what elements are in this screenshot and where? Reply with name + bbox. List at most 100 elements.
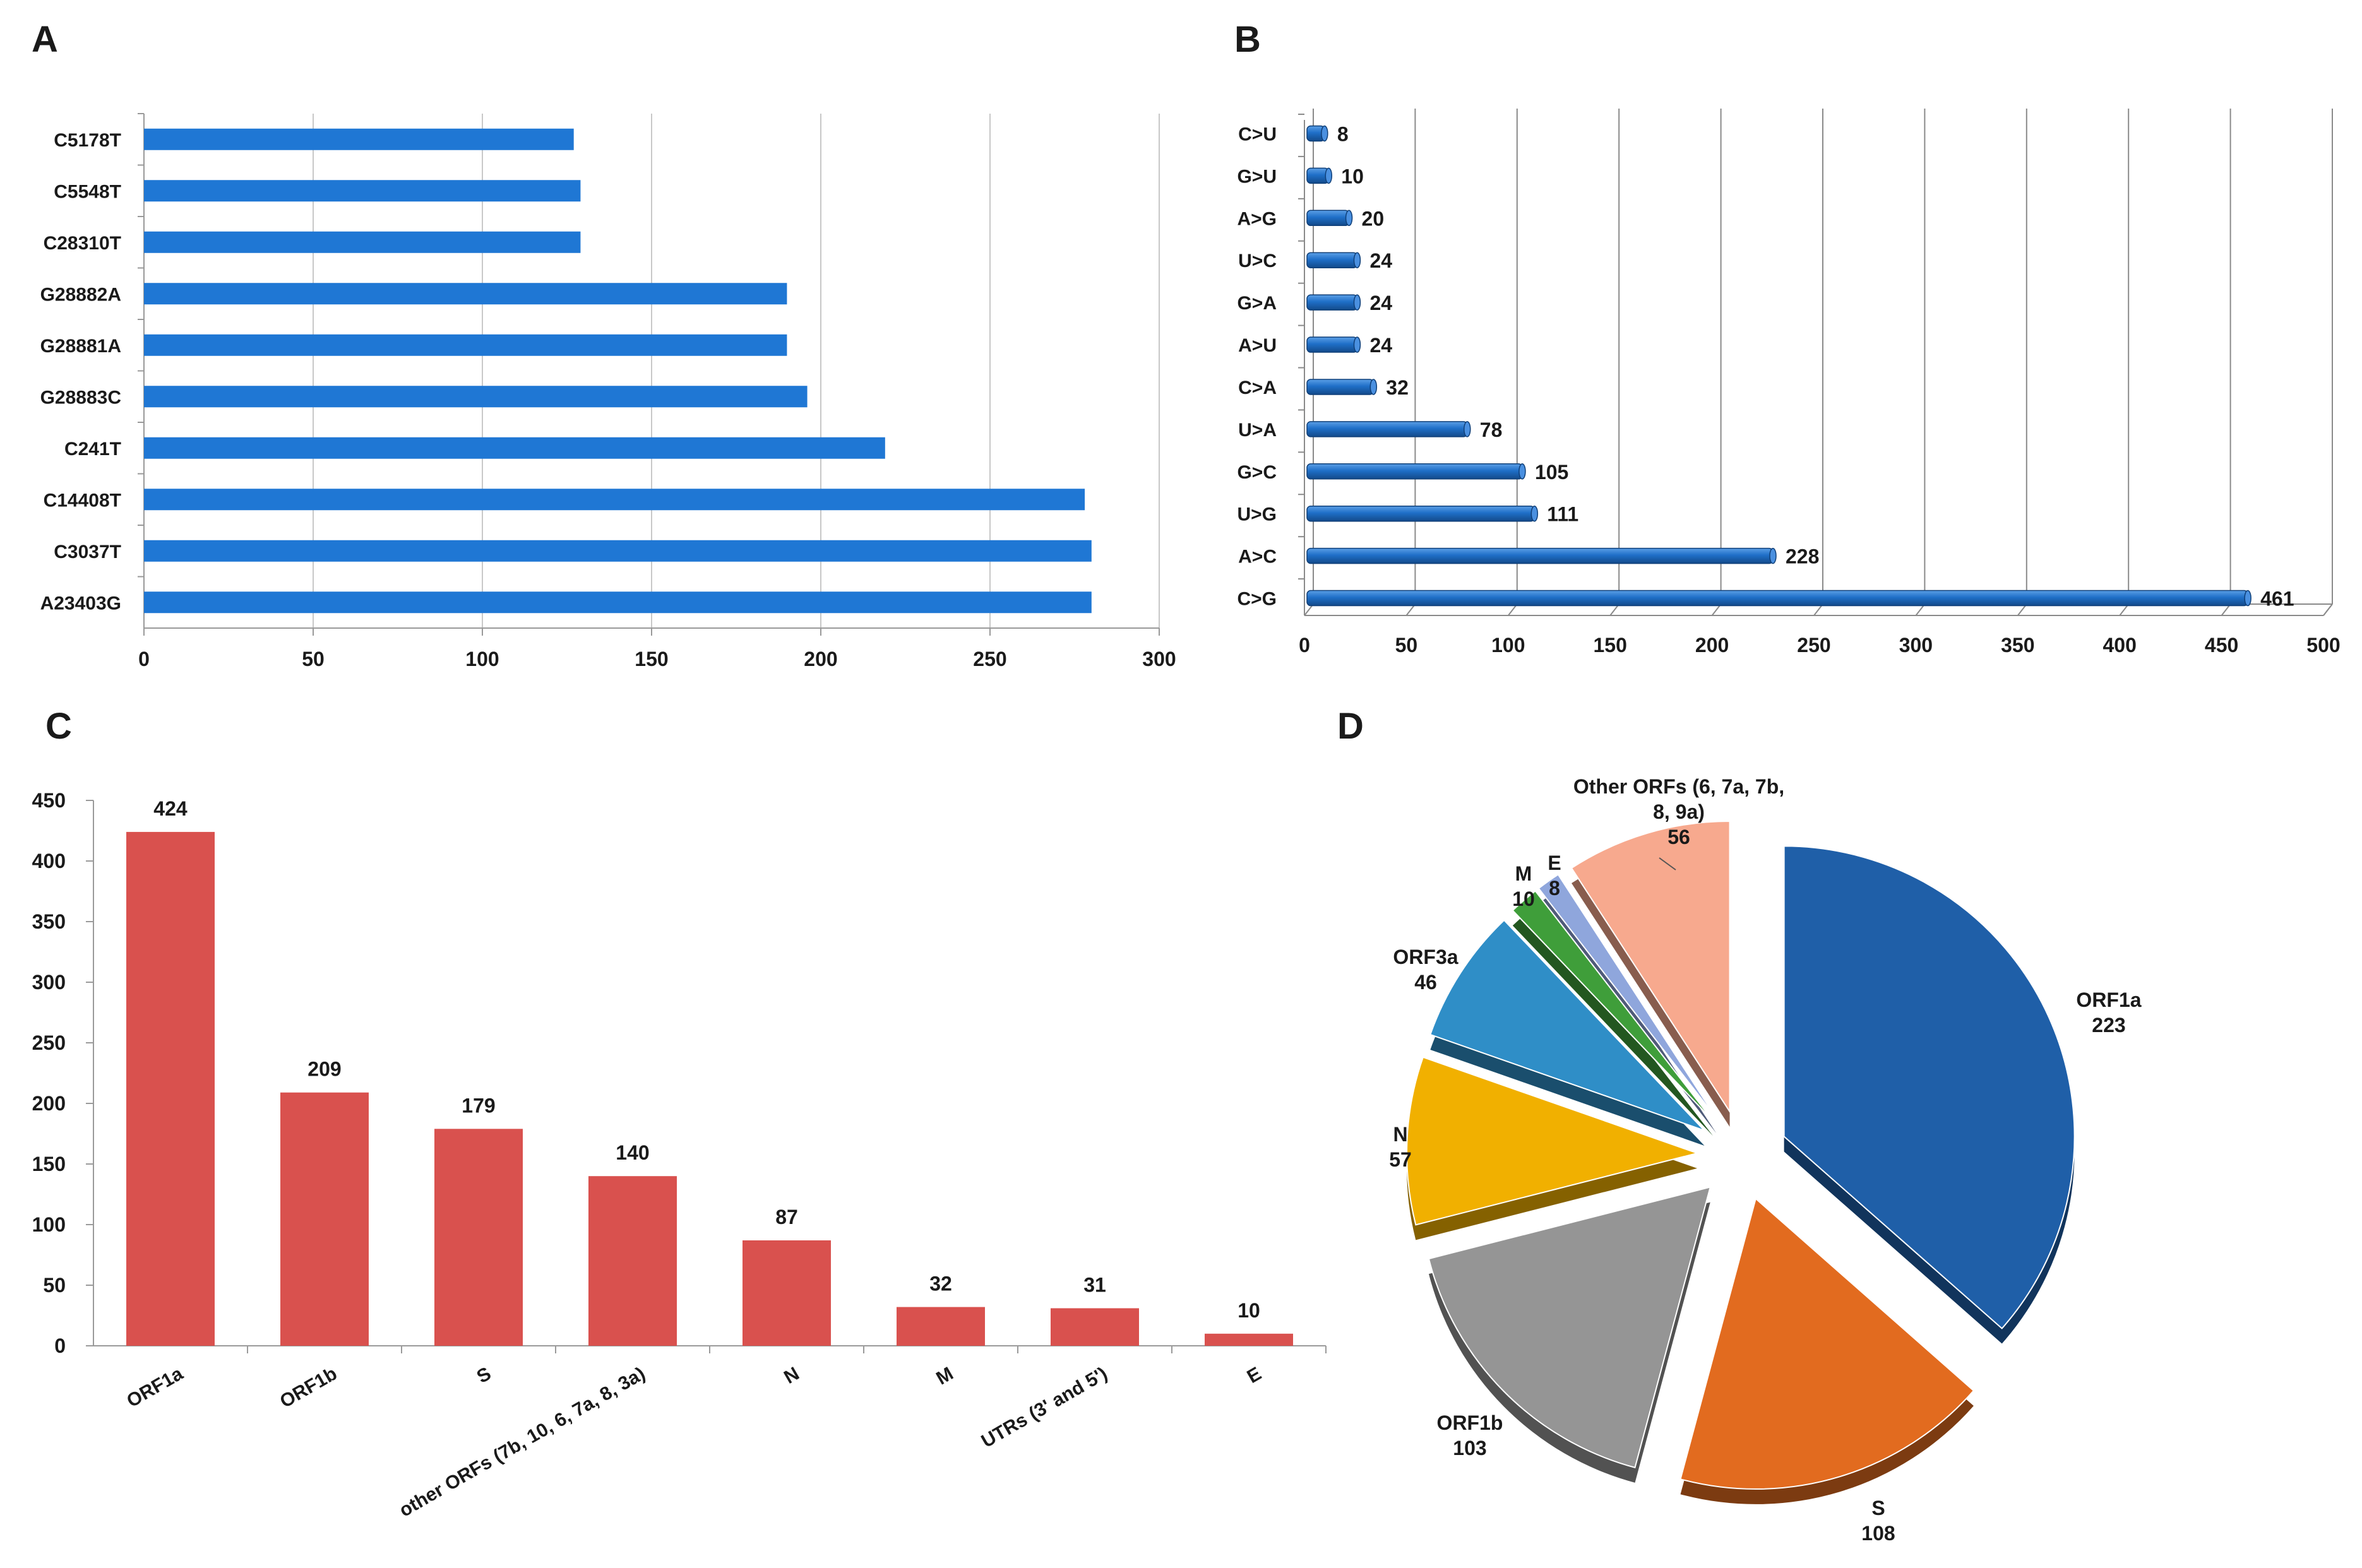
pie-slice-label: 56 (1667, 826, 1690, 848)
panel-c-y-tick-label: 200 (32, 1092, 66, 1115)
panel-b-bar-cap (1353, 294, 1361, 311)
panel-c-data-label: 31 (1083, 1273, 1106, 1296)
panel-b-data-label: 8 (1337, 122, 1349, 145)
panel-d-chart: D ORF1a 223 S 108 ORF1b 103 N57 ORF3a 46 M 10 E 8 Othe… (1337, 706, 2142, 1545)
pie-slice-label: 8, 9a) (1653, 800, 1705, 823)
panel-b-bar-cap (1769, 547, 1777, 564)
panel-b-bar-cap (1325, 167, 1333, 184)
panel-b-bar (1306, 421, 1468, 437)
panel-b-data-label: 228 (1786, 545, 1819, 568)
panel-a-x-tick-label: 250 (973, 648, 1006, 670)
panel-a-category-label: G28881A (40, 336, 121, 357)
panel-a-category-label: C28310T (44, 233, 121, 254)
panel-a-x-tick-label: 200 (804, 648, 837, 670)
panel-a-category-label: G28882A (40, 284, 121, 305)
panel-b-category-label: U>C (1238, 251, 1277, 271)
pie-slice (1406, 1056, 1700, 1226)
panel-c-y-tick-label: 350 (32, 910, 66, 933)
panel-b-data-label: 24 (1369, 334, 1392, 357)
panel-c-data-label: 140 (616, 1141, 649, 1164)
panel-c-category-label: other ORFs (7b, 10, 6, 7a, 8, 3a) (396, 1363, 649, 1521)
panel-c-bar (588, 1176, 677, 1346)
pie-slice (1428, 1186, 1712, 1469)
panel-b-x-tick-label: 300 (1899, 634, 1933, 656)
panel-b-category-label: C>A (1238, 377, 1277, 398)
pie-slice (1570, 820, 1731, 1114)
panel-b-bar (1306, 294, 1358, 311)
panel-b-data-label: 111 (1547, 503, 1578, 526)
panel-b-x-tick-label: 100 (1491, 634, 1525, 656)
panel-b-category-label: G>A (1237, 293, 1277, 314)
panel-c-category-label: ORF1b (277, 1363, 341, 1412)
panel-a-category-label: G28883C (40, 387, 121, 408)
pie-slice-label: ORF1a (2076, 989, 2141, 1011)
panel-a-category-label: C5548T (54, 181, 121, 202)
panel-b-data-label: 20 (1362, 207, 1385, 230)
panel-c-y-tick-label: 400 (32, 850, 66, 872)
pie-slice-label: 57 (1389, 1148, 1412, 1171)
panel-b-bar (1306, 547, 1774, 564)
panel-a-category-label: A23403G (40, 593, 121, 614)
panel-c-bar (1051, 1308, 1139, 1346)
panel-b-x-tick-label: 500 (2306, 634, 2340, 656)
panel-c-data-label: 209 (307, 1058, 341, 1081)
panel-a-bar (144, 386, 808, 408)
panel-a-x-tick-label: 150 (635, 648, 668, 670)
pie-slice (1537, 874, 1717, 1119)
panel-c-y-tick-label: 150 (32, 1153, 66, 1175)
pie-slice-label: E (1548, 852, 1561, 874)
panel-c-category-label: UTRs (3' and 5') (978, 1363, 1111, 1452)
pie-slice-label: Other ORFs (6, 7a, 7b, (1573, 775, 1784, 798)
pie-slice-label: S (1871, 1497, 1885, 1519)
panel-a-category-label: C14408T (44, 490, 121, 511)
panel-a-bar (144, 334, 787, 356)
panel-b-data-label: 10 (1341, 165, 1364, 187)
panel-a-bar (144, 437, 885, 459)
panel-b-x-tick-label: 200 (1695, 634, 1729, 656)
panel-b-data-label: 32 (1386, 376, 1409, 399)
panel-b-x-tick-label: 0 (1299, 634, 1310, 656)
panel-c-data-label: 10 (1238, 1299, 1260, 1322)
panel-c-bar (280, 1092, 369, 1346)
panel-a-bar (144, 489, 1085, 511)
panel-c-y-tick-label: 300 (32, 971, 66, 994)
panel-b-chart: B 0 50 100 150 200 250 300 350 400 450 500 C>U 8 G>U 10… (1234, 19, 2341, 656)
panel-c-data-label: 32 (929, 1273, 952, 1295)
panel-c-data-label: 424 (153, 797, 188, 820)
panel-b-category-label: A>G (1237, 208, 1277, 229)
panel-b-bar (1306, 379, 1375, 395)
panel-c-category-label: M (933, 1363, 957, 1389)
panel-b-bar-cap (1353, 336, 1361, 353)
pie-slice (1783, 845, 2075, 1329)
pie-slice (1429, 919, 1705, 1131)
panel-b-bar-cap (1464, 421, 1471, 437)
panel-b-bar (1306, 252, 1358, 268)
panel-a-bar (144, 180, 581, 202)
panel-c-category-label: S (474, 1363, 495, 1387)
panel-c-y-tick-label: 450 (32, 789, 66, 812)
panel-b-data-label: 461 (2260, 588, 2294, 610)
pie-slice-label: 10 (1512, 888, 1535, 910)
panel-b-bar-cap (2244, 590, 2252, 607)
panel-c-data-label: 87 (775, 1206, 798, 1228)
panel-c-bar (743, 1240, 831, 1346)
panel-a-x-tick-label: 0 (138, 648, 150, 670)
panel-a-x-tick-label: 100 (465, 648, 499, 670)
panel-b-letter: B (1234, 19, 1261, 60)
panel-a-bar (144, 128, 574, 150)
pie-slice-label: N (1393, 1123, 1407, 1146)
pie-slice-label: 46 (1414, 971, 1437, 994)
panel-a-chart: A 0 50 100 150 200 250 300 C5178T C5548T C28310T G2… (32, 19, 1176, 670)
panel-b-floor-end (2323, 603, 2333, 616)
panel-c-bar (897, 1307, 985, 1346)
panel-b-bar-cap (1345, 210, 1353, 227)
panel-b-category-label: U>G (1237, 504, 1277, 525)
panel-a-category-label: C3037T (54, 542, 121, 562)
panel-c-y-tick-label: 50 (43, 1274, 66, 1297)
panel-d-letter: D (1337, 706, 1364, 747)
panel-b-bar (1306, 336, 1358, 353)
panel-b-x-tick-label: 450 (2205, 634, 2238, 656)
panel-b-data-label: 24 (1369, 292, 1392, 314)
panel-a-category-label: C5178T (54, 130, 121, 151)
